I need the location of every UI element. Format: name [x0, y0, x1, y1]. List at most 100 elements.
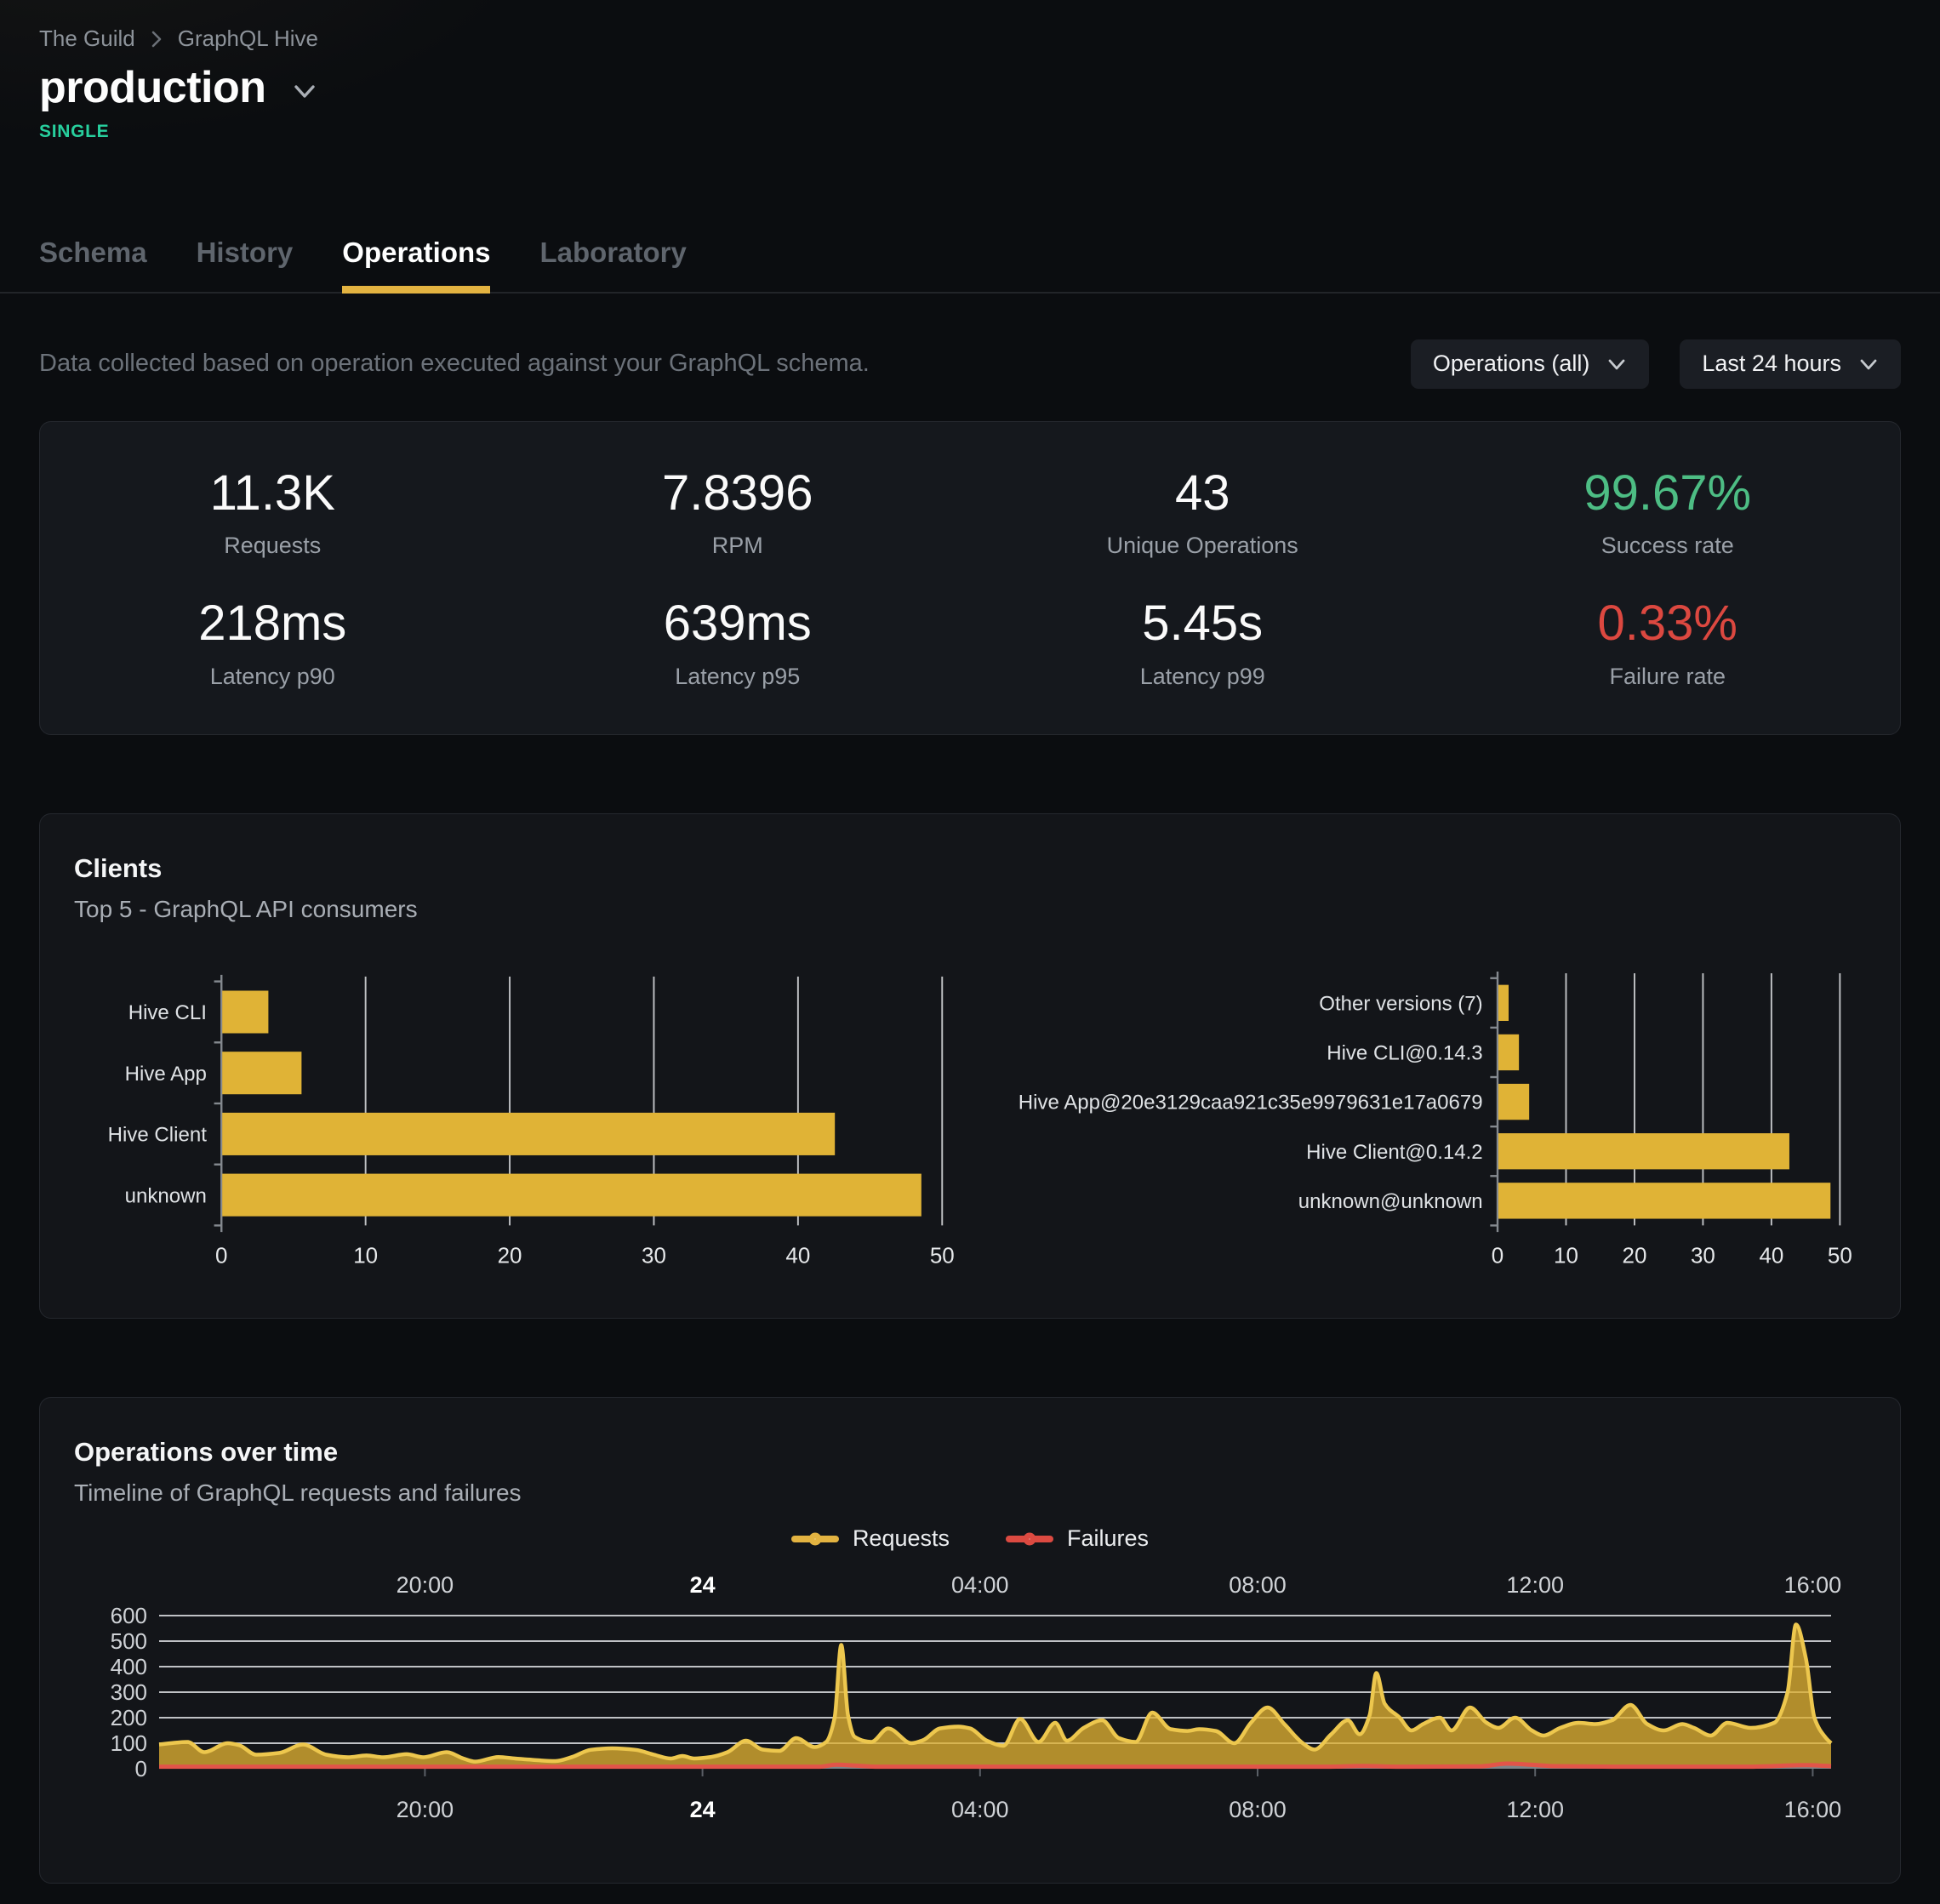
operations-filter-select[interactable]: Operations (all)	[1410, 339, 1650, 389]
x-tick-label: 40	[785, 1243, 810, 1268]
stat-value: 43	[1174, 465, 1230, 521]
bar-hive-client[interactable]	[222, 1113, 836, 1156]
clients-card-title: Clients	[74, 853, 163, 884]
requests-line[interactable]	[158, 1622, 1833, 1764]
clients-by-version-chart: Other versions (7) Hive CLI@0.14.3 Hive Ap…	[1018, 972, 1852, 1268]
period-filter-label: Last 24 hours	[1702, 351, 1841, 377]
requests-series-icon	[790, 1526, 839, 1552]
legend-label: Requests	[852, 1525, 950, 1552]
bar-unknown[interactable]	[222, 1173, 922, 1217]
period-filter-select[interactable]: Last 24 hours	[1680, 339, 1901, 389]
bar-hive-cli[interactable]	[222, 990, 269, 1034]
tab-laboratory[interactable]: Laboratory	[539, 237, 687, 268]
chevron-down-icon	[1606, 357, 1627, 372]
stat-value: 11.3K	[209, 465, 335, 521]
y-tick-label: 600	[111, 1603, 147, 1628]
stat-unique-operations: 43 Unique Operations	[970, 465, 1435, 560]
bar-hive-app-20e3129caa921c35e9979631e17a0679[interactable]	[1498, 1084, 1530, 1120]
x-tick-label: 20	[1622, 1243, 1646, 1268]
y-tick-label: 500	[111, 1628, 147, 1654]
chevron-down-icon	[1858, 357, 1879, 372]
stat-label: Latency p99	[1139, 664, 1265, 690]
tab-schema[interactable]: Schema	[39, 237, 147, 268]
main-content: Data collected based on operation execut…	[0, 339, 1940, 1884]
clients-by-name-chart: Hive CLI Hive App Hive Client unknown 0 10 20 3…	[108, 975, 955, 1268]
tabbar: Schema History Operations Laboratory	[0, 236, 1940, 294]
page-title: production	[39, 63, 266, 112]
bar-other-versions-7[interactable]	[1498, 985, 1509, 1022]
x-tick-label: 24	[690, 1797, 716, 1822]
bar-hive-cli-0-14-3[interactable]	[1498, 1035, 1519, 1071]
breadcrumb-org[interactable]: The Guild	[39, 26, 135, 51]
x-tick-label: 0	[1492, 1243, 1504, 1268]
operations-filter-label: Operations (all)	[1432, 351, 1590, 377]
stat-latency-p95: 639ms Latency p95	[505, 598, 971, 690]
x-tick-label: 30	[1691, 1243, 1715, 1268]
x-tick-label: 08:00	[1229, 1572, 1287, 1598]
tab-history[interactable]: History	[196, 237, 294, 268]
chevron-down-icon[interactable]	[290, 82, 319, 102]
x-tick-label: 16:00	[1784, 1797, 1842, 1822]
x-tick-label: 50	[1828, 1243, 1852, 1268]
status-badge: SINGLE	[39, 122, 110, 141]
bar-hive-client-0-14-2[interactable]	[1498, 1133, 1789, 1170]
stat-label: Failure rate	[1609, 664, 1726, 690]
legend-item-requests[interactable]: Requests	[790, 1525, 950, 1552]
stat-rpm: 7.8396 RPM	[505, 465, 971, 560]
stat-value: 7.8396	[662, 465, 813, 521]
stat-value: 639ms	[663, 596, 812, 652]
stat-value: 218ms	[198, 596, 347, 652]
stat-success-rate: 99.67% Success rate	[1435, 465, 1901, 560]
operations-card-subtitle: Timeline of GraphQL requests and failure…	[74, 1479, 522, 1507]
operations-over-time-card: Operations over time Timeline of GraphQL…	[39, 1397, 1901, 1884]
stat-label: Unique Operations	[1106, 533, 1298, 559]
bar-hive-app[interactable]	[222, 1052, 302, 1095]
x-tick-label: 08:00	[1229, 1797, 1287, 1822]
stat-value: 0.33%	[1597, 596, 1737, 652]
requests-area	[159, 1624, 1831, 1770]
x-tick-label: 12:00	[1506, 1572, 1564, 1598]
stat-label: RPM	[711, 533, 763, 559]
x-tick-label: 24	[690, 1572, 716, 1598]
bar-label: Hive CLI	[128, 1002, 207, 1025]
x-tick-label: 20:00	[397, 1797, 454, 1822]
x-tick-label: 12:00	[1506, 1797, 1564, 1822]
bar-unknown-unknown[interactable]	[1498, 1183, 1831, 1219]
operations-description: Data collected based on operation execut…	[39, 350, 870, 378]
failures-line[interactable]	[158, 1761, 1832, 1770]
bar-label: Other versions (7)	[1319, 993, 1482, 1016]
y-tick-label: 200	[111, 1705, 147, 1730]
x-tick-label: 16:00	[1784, 1572, 1842, 1598]
page-header: The Guild GraphQL Hive production SINGLE	[0, 0, 1940, 142]
stat-value: 99.67%	[1583, 465, 1752, 521]
operations-card-title: Operations over time	[74, 1437, 339, 1468]
clients-card-subtitle: Top 5 - GraphQL API consumers	[74, 896, 418, 923]
legend-item-failures[interactable]: Failures	[1006, 1525, 1149, 1552]
x-tick-label: 04:00	[951, 1572, 1009, 1598]
chevron-right-icon	[149, 28, 164, 50]
x-tick-label: 30	[642, 1243, 666, 1268]
tab-operations[interactable]: Operations	[342, 236, 491, 294]
breadcrumb: The Guild GraphQL Hive	[39, 26, 1901, 52]
bar-label: Hive Client@0.14.2	[1306, 1141, 1483, 1164]
clients-card: Clients Top 5 - GraphQL API consumers Hi…	[39, 813, 1901, 1320]
bar-label: unknown@unknown	[1298, 1190, 1483, 1213]
x-tick-label: 10	[1554, 1243, 1578, 1268]
stat-latency-p90: 218ms Latency p90	[40, 598, 505, 690]
stat-label: Success rate	[1600, 533, 1734, 559]
failures-series-icon	[1006, 1526, 1054, 1552]
breadcrumb-project[interactable]: GraphQL Hive	[177, 26, 318, 51]
y-tick-label: 400	[111, 1654, 147, 1679]
stat-requests: 11.3K Requests	[40, 465, 505, 560]
x-tick-label: 40	[1759, 1243, 1783, 1268]
bar-label: unknown	[125, 1185, 207, 1208]
stat-label: Requests	[224, 533, 322, 559]
bar-label: Hive App	[125, 1063, 207, 1086]
stat-label: Latency p95	[675, 664, 801, 690]
bar-label: Hive Client	[108, 1124, 208, 1147]
x-tick-label: 0	[215, 1243, 227, 1268]
stat-label: Latency p90	[209, 664, 335, 690]
x-tick-label: 50	[930, 1243, 955, 1268]
bar-label: Hive App@20e3129caa921c35e9979631e17a067…	[1018, 1092, 1483, 1114]
